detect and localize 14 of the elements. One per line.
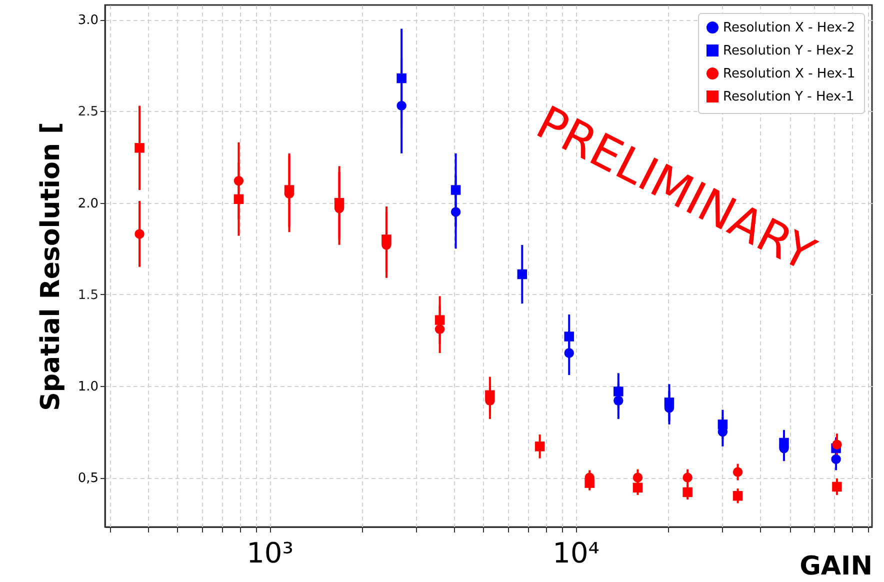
legend-label: Resolution X - Hex-2 [723, 20, 856, 36]
legend-label: Resolution X - Hex-1 [723, 66, 856, 82]
y-tick-label: 1.0 [78, 379, 98, 394]
y-tick-label: 2.5 [78, 104, 98, 120]
y-tick-label: 1.5 [78, 288, 98, 303]
x-tick-label: 10⁴ [552, 536, 600, 570]
y-tick-label: 2.0 [78, 196, 98, 212]
x-tick-label: 10³ [246, 536, 294, 570]
legend-label: Resolution Y - Hex-1 [723, 90, 854, 104]
y-tick-label: 3.0 [78, 13, 98, 28]
x-axis-title: GAIN [800, 552, 872, 582]
y-tick-label: 0,5 [78, 471, 98, 486]
y-axis-title: Spatial Resolution [ [36, 122, 66, 411]
legend-label: Resolution Y - Hex-2 [723, 44, 854, 58]
